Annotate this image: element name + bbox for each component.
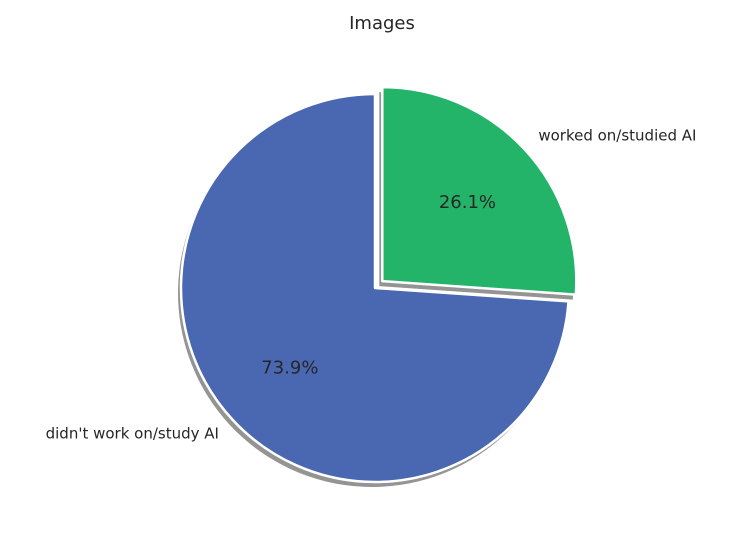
slice-label-worked-on-studied-ai: worked on/studied AI xyxy=(538,127,696,145)
slice-label-didn-t-work-on-study-ai: didn't work on/study AI xyxy=(46,425,219,443)
pie-slice-worked-on-studied-ai xyxy=(381,85,578,296)
pie-slices xyxy=(177,85,578,487)
slice-percent-worked-on-studied-ai: 26.1% xyxy=(439,192,496,213)
pie-labels: worked on/studied AI 26.1% didn't work on/… xyxy=(46,127,697,443)
slice-percent-didn-t-work-on-study-ai: 73.9% xyxy=(261,357,318,378)
pie-slice-didn-t-work-on-study-ai xyxy=(179,92,570,484)
chart-title: Images xyxy=(349,13,415,34)
